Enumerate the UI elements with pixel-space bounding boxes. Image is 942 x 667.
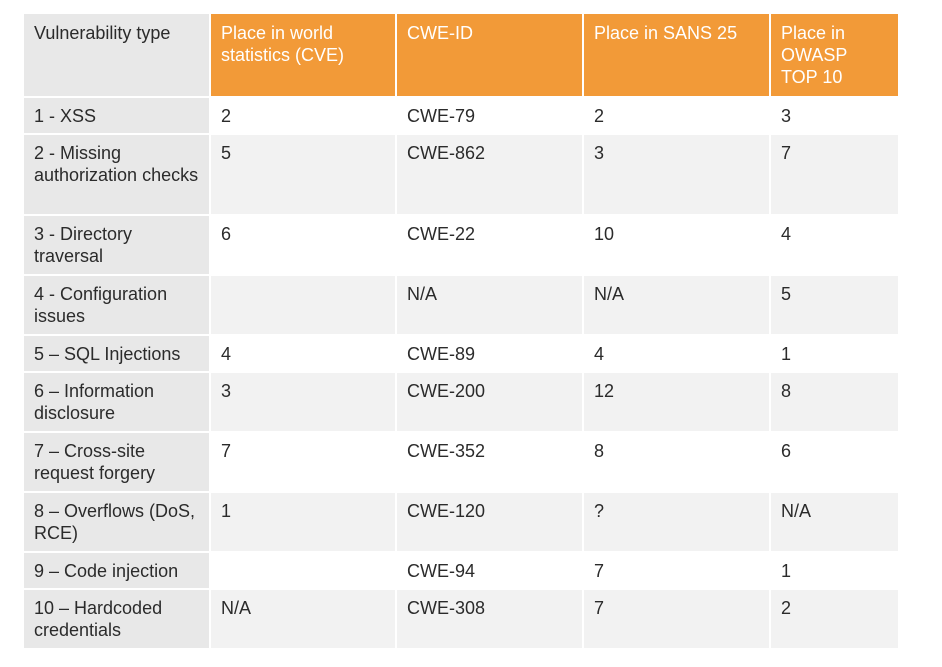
cell-owasp-top-10: 4: [770, 215, 898, 276]
cell-world-statistics: 2: [210, 97, 397, 135]
cell-sans-25: ?: [583, 492, 771, 553]
cell-owasp-top-10: 1: [770, 335, 898, 373]
cell-cwe-id: CWE-94: [396, 552, 584, 590]
cell-world-statistics: N/A: [210, 589, 397, 650]
cell-sans-25: 7: [583, 589, 771, 650]
cell-cwe-id: CWE-352: [396, 432, 584, 493]
table-row: 2 - Missing authorization checks 5 CWE-8…: [24, 134, 898, 216]
cell-sans-25: N/A: [583, 275, 771, 336]
header-place-sans-25: Place in SANS 25: [583, 14, 771, 98]
cell-sans-25: 3: [583, 134, 771, 216]
table-row: 8 – Overflows (DoS, RCE) 1 CWE-120 ? N/A: [24, 492, 898, 553]
cell-sans-25: 8: [583, 432, 771, 493]
header-vulnerability-type: Vulnerability type: [24, 14, 211, 98]
table-row: 6 – Information disclosure 3 CWE-200 12 …: [24, 372, 898, 433]
cell-cwe-id: CWE-79: [396, 97, 584, 135]
cell-world-statistics: 4: [210, 335, 397, 373]
cell-owasp-top-10: 5: [770, 275, 898, 336]
table-body: 1 - XSS 2 CWE-79 2 3 2 - Missing authori…: [24, 97, 898, 650]
vulnerability-table: Vulnerability type Place in world statis…: [24, 14, 898, 650]
cell-world-statistics: [210, 275, 397, 336]
cell-vulnerability-type: 9 – Code injection: [24, 552, 211, 590]
table-row: 7 – Cross-site request forgery 7 CWE-352…: [24, 432, 898, 493]
cell-vulnerability-type: 1 - XSS: [24, 97, 211, 135]
table-row: 4 - Configuration issues N/A N/A 5: [24, 275, 898, 336]
cell-vulnerability-type: 7 – Cross-site request forgery: [24, 432, 211, 493]
header-place-world-statistics: Place in world statistics (CVE): [210, 14, 397, 98]
header-row: Vulnerability type Place in world statis…: [24, 14, 898, 98]
table-row: 10 – Hardcoded credentials N/A CWE-308 7…: [24, 589, 898, 650]
cell-sans-25: 4: [583, 335, 771, 373]
cell-owasp-top-10: N/A: [770, 492, 898, 553]
vulnerability-table-container: Vulnerability type Place in world statis…: [24, 14, 898, 650]
cell-cwe-id: CWE-308: [396, 589, 584, 650]
cell-cwe-id: CWE-200: [396, 372, 584, 433]
cell-vulnerability-type: 2 - Missing authorization checks: [24, 134, 211, 216]
cell-owasp-top-10: 6: [770, 432, 898, 493]
table-header: Vulnerability type Place in world statis…: [24, 14, 898, 98]
cell-world-statistics: 7: [210, 432, 397, 493]
cell-vulnerability-type: 4 - Configuration issues: [24, 275, 211, 336]
cell-vulnerability-type: 10 – Hardcoded credentials: [24, 589, 211, 650]
cell-owasp-top-10: 2: [770, 589, 898, 650]
cell-sans-25: 2: [583, 97, 771, 135]
cell-world-statistics: [210, 552, 397, 590]
cell-vulnerability-type: 6 – Information disclosure: [24, 372, 211, 433]
cell-world-statistics: 5: [210, 134, 397, 216]
cell-cwe-id: CWE-89: [396, 335, 584, 373]
table-row: 9 – Code injection CWE-94 7 1: [24, 552, 898, 590]
header-cwe-id: CWE-ID: [396, 14, 584, 98]
cell-vulnerability-type: 5 – SQL Injections: [24, 335, 211, 373]
cell-owasp-top-10: 1: [770, 552, 898, 590]
cell-world-statistics: 3: [210, 372, 397, 433]
cell-cwe-id: CWE-120: [396, 492, 584, 553]
cell-world-statistics: 1: [210, 492, 397, 553]
cell-sans-25: 7: [583, 552, 771, 590]
cell-vulnerability-type: 3 - Directory traversal: [24, 215, 211, 276]
cell-owasp-top-10: 8: [770, 372, 898, 433]
cell-owasp-top-10: 3: [770, 97, 898, 135]
cell-cwe-id: N/A: [396, 275, 584, 336]
header-place-owasp-top-10: Place in OWASP TOP 10: [770, 14, 898, 98]
cell-world-statistics: 6: [210, 215, 397, 276]
table-row: 1 - XSS 2 CWE-79 2 3: [24, 97, 898, 135]
table-row: 3 - Directory traversal 6 CWE-22 10 4: [24, 215, 898, 276]
table-row: 5 – SQL Injections 4 CWE-89 4 1: [24, 335, 898, 373]
cell-sans-25: 10: [583, 215, 771, 276]
cell-sans-25: 12: [583, 372, 771, 433]
cell-vulnerability-type: 8 – Overflows (DoS, RCE): [24, 492, 211, 553]
cell-owasp-top-10: 7: [770, 134, 898, 216]
cell-cwe-id: CWE-862: [396, 134, 584, 216]
cell-cwe-id: CWE-22: [396, 215, 584, 276]
